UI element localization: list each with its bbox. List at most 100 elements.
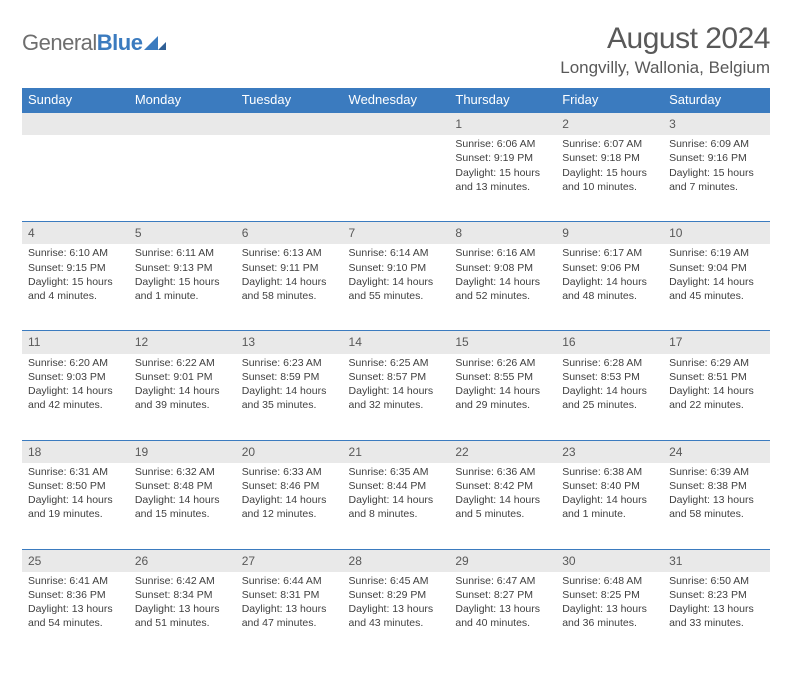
daylight-text: Daylight: 14 hours and 19 minutes. [28,493,123,521]
day-number: 11 [22,331,129,353]
calendar-head: Sunday Monday Tuesday Wednesday Thursday… [22,88,770,113]
sunset-text: Sunset: 9:01 PM [135,370,230,384]
day-cell: Sunrise: 6:35 AMSunset: 8:44 PMDaylight:… [343,463,450,550]
day-cell: Sunrise: 6:29 AMSunset: 8:51 PMDaylight:… [663,354,770,441]
sunrise-text: Sunrise: 6:48 AM [562,574,657,588]
sunset-text: Sunset: 9:15 PM [28,261,123,275]
day-cell: Sunrise: 6:26 AMSunset: 8:55 PMDaylight:… [449,354,556,441]
daynum-cell: 8 [449,222,556,245]
daynum-cell: 23 [556,440,663,463]
daynum-cell: 2 [556,113,663,136]
day-number: 3 [663,113,770,135]
day-cell-inner: Sunrise: 6:42 AMSunset: 8:34 PMDaylight:… [129,572,236,658]
daylight-text: Daylight: 14 hours and 39 minutes. [135,384,230,412]
day-cell [236,135,343,222]
day-number: 8 [449,222,556,244]
daylight-text: Daylight: 14 hours and 35 minutes. [242,384,337,412]
day-cell: Sunrise: 6:32 AMSunset: 8:48 PMDaylight:… [129,463,236,550]
daynum-cell: 17 [663,331,770,354]
day-cell: Sunrise: 6:09 AMSunset: 9:16 PMDaylight:… [663,135,770,222]
day-number: 29 [449,550,556,572]
daylight-text: Daylight: 14 hours and 42 minutes. [28,384,123,412]
sunset-text: Sunset: 8:57 PM [349,370,444,384]
day-number: 27 [236,550,343,572]
sunrise-text: Sunrise: 6:25 AM [349,356,444,370]
daynum-cell: 15 [449,331,556,354]
sunset-text: Sunset: 8:59 PM [242,370,337,384]
daylight-text: Daylight: 14 hours and 1 minute. [562,493,657,521]
daylight-text: Daylight: 14 hours and 58 minutes. [242,275,337,303]
daylight-text: Daylight: 14 hours and 25 minutes. [562,384,657,412]
sunrise-text: Sunrise: 6:19 AM [669,246,764,260]
daylight-text: Daylight: 14 hours and 29 minutes. [455,384,550,412]
daynum-cell: 14 [343,331,450,354]
daynum-cell: 18 [22,440,129,463]
week-row: Sunrise: 6:31 AMSunset: 8:50 PMDaylight:… [22,463,770,550]
sunset-text: Sunset: 9:18 PM [562,151,657,165]
daynum-cell: 25 [22,549,129,572]
location-text: Longvilly, Wallonia, Belgium [560,58,770,78]
daynum-row: 45678910 [22,222,770,245]
sunset-text: Sunset: 8:25 PM [562,588,657,602]
day-cell: Sunrise: 6:47 AMSunset: 8:27 PMDaylight:… [449,572,556,658]
day-cell-inner: Sunrise: 6:13 AMSunset: 9:11 PMDaylight:… [236,244,343,330]
daynum-cell: 9 [556,222,663,245]
logo-text-2: Blue [97,30,143,56]
day-cell-inner: Sunrise: 6:32 AMSunset: 8:48 PMDaylight:… [129,463,236,549]
day-number: 5 [129,222,236,244]
sunset-text: Sunset: 8:29 PM [349,588,444,602]
daylight-text: Daylight: 15 hours and 4 minutes. [28,275,123,303]
day-number: 25 [22,550,129,572]
sunrise-text: Sunrise: 6:36 AM [455,465,550,479]
sunset-text: Sunset: 8:46 PM [242,479,337,493]
day-cell: Sunrise: 6:16 AMSunset: 9:08 PMDaylight:… [449,244,556,331]
day-number: 18 [22,441,129,463]
day-cell: Sunrise: 6:20 AMSunset: 9:03 PMDaylight:… [22,354,129,441]
daynum-cell: 3 [663,113,770,136]
daynum-cell [129,113,236,136]
day-cell-inner [343,135,450,221]
day-cell-inner: Sunrise: 6:22 AMSunset: 9:01 PMDaylight:… [129,354,236,440]
daynum-cell: 10 [663,222,770,245]
day-cell-inner: Sunrise: 6:50 AMSunset: 8:23 PMDaylight:… [663,572,770,658]
sunset-text: Sunset: 8:55 PM [455,370,550,384]
daynum-cell: 12 [129,331,236,354]
sunset-text: Sunset: 8:53 PM [562,370,657,384]
sunset-text: Sunset: 9:13 PM [135,261,230,275]
daylight-text: Daylight: 14 hours and 8 minutes. [349,493,444,521]
day-cell [22,135,129,222]
day-number: 26 [129,550,236,572]
day-cell-inner: Sunrise: 6:33 AMSunset: 8:46 PMDaylight:… [236,463,343,549]
sunrise-text: Sunrise: 6:39 AM [669,465,764,479]
day-cell: Sunrise: 6:50 AMSunset: 8:23 PMDaylight:… [663,572,770,658]
day-cell-inner: Sunrise: 6:35 AMSunset: 8:44 PMDaylight:… [343,463,450,549]
daylight-text: Daylight: 14 hours and 48 minutes. [562,275,657,303]
day-cell: Sunrise: 6:19 AMSunset: 9:04 PMDaylight:… [663,244,770,331]
daylight-text: Daylight: 13 hours and 58 minutes. [669,493,764,521]
day-header: Saturday [663,88,770,113]
day-cell-inner: Sunrise: 6:23 AMSunset: 8:59 PMDaylight:… [236,354,343,440]
daynum-cell: 28 [343,549,450,572]
day-cell: Sunrise: 6:25 AMSunset: 8:57 PMDaylight:… [343,354,450,441]
calendar-body: 12 3 Sunrise: 6:06 AMSunset: 9:19 PMDaylig… [22,113,770,658]
sunrise-text: Sunrise: 6:41 AM [28,574,123,588]
day-cell-inner: Sunrise: 6:07 AMSunset: 9:18 PMDaylight:… [556,135,663,221]
daylight-text: Daylight: 14 hours and 15 minutes. [135,493,230,521]
day-number: 2 [556,113,663,135]
day-cell: Sunrise: 6:44 AMSunset: 8:31 PMDaylight:… [236,572,343,658]
daylight-text: Daylight: 14 hours and 32 minutes. [349,384,444,412]
day-header: Sunday [22,88,129,113]
day-number: 21 [343,441,450,463]
day-cell: Sunrise: 6:06 AMSunset: 9:19 PMDaylight:… [449,135,556,222]
day-cell-inner: Sunrise: 6:14 AMSunset: 9:10 PMDaylight:… [343,244,450,330]
day-cell-inner: Sunrise: 6:47 AMSunset: 8:27 PMDaylight:… [449,572,556,658]
day-cell-inner: Sunrise: 6:06 AMSunset: 9:19 PMDaylight:… [449,135,556,221]
day-cell: Sunrise: 6:48 AMSunset: 8:25 PMDaylight:… [556,572,663,658]
day-number [343,113,450,119]
daynum-cell: 24 [663,440,770,463]
day-cell-inner: Sunrise: 6:44 AMSunset: 8:31 PMDaylight:… [236,572,343,658]
day-header-row: Sunday Monday Tuesday Wednesday Thursday… [22,88,770,113]
day-number: 19 [129,441,236,463]
sunset-text: Sunset: 9:04 PM [669,261,764,275]
week-row: Sunrise: 6:10 AMSunset: 9:15 PMDaylight:… [22,244,770,331]
